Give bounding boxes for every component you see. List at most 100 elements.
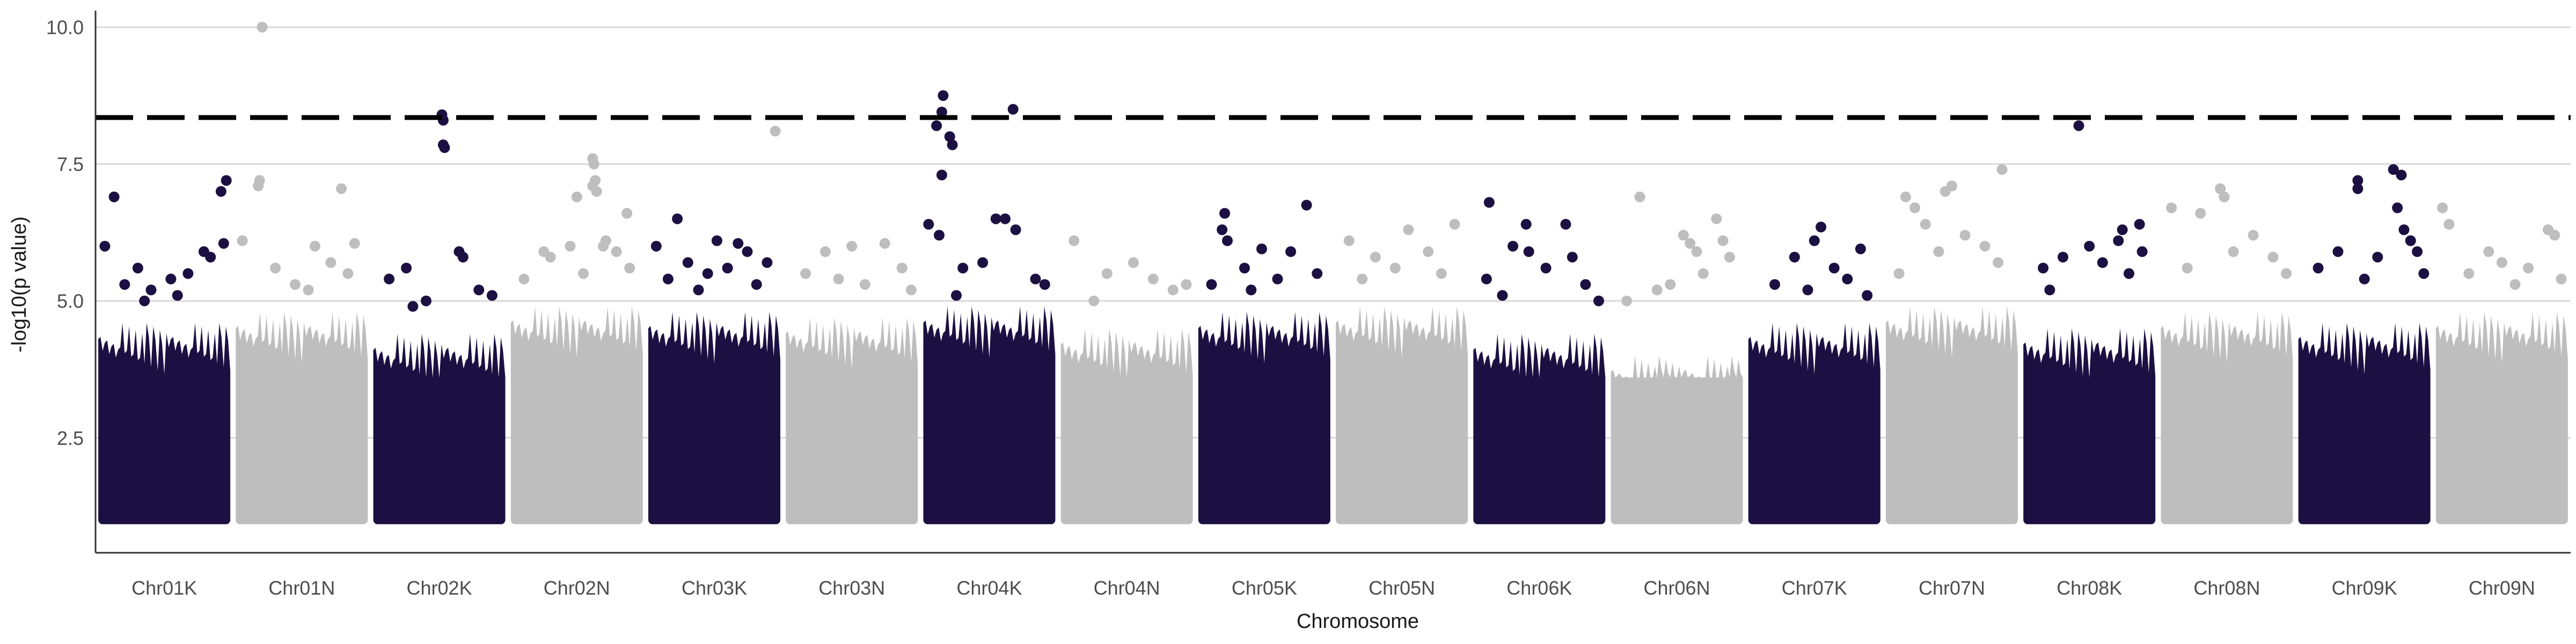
point-Chr03N-7 xyxy=(833,273,844,284)
point-Chr06N-4 xyxy=(1691,246,1702,257)
band-base-Chr03K xyxy=(648,515,780,524)
point-Chr06N-7 xyxy=(1651,284,1663,296)
x-tick-label-Chr09N: Chr09N xyxy=(2469,577,2535,599)
point-Chr01N-6 xyxy=(349,238,360,249)
point-Chr03K-1 xyxy=(711,235,722,246)
band-Chr02N xyxy=(510,306,643,520)
point-Chr07K-2 xyxy=(1855,243,1866,254)
x-tick-label-Chr02N: Chr02N xyxy=(544,577,610,599)
point-Chr07N-4 xyxy=(1909,202,1921,214)
point-Chr05N-2 xyxy=(1343,235,1355,246)
point-Chr05K-8 xyxy=(1206,279,1217,290)
point-Chr02K-11 xyxy=(407,301,419,312)
point-Chr08N-7 xyxy=(2182,262,2193,274)
point-Chr01K-13 xyxy=(139,295,150,306)
point-Chr07N-7 xyxy=(1979,240,1990,252)
point-Chr06K-6 xyxy=(1481,273,1492,284)
point-Chr03N-1 xyxy=(846,240,858,252)
point-Chr06K-0 xyxy=(1483,197,1495,208)
point-Chr07N-0 xyxy=(1996,164,2008,175)
point-Chr09N-5 xyxy=(2496,257,2507,268)
point-Chr01N-3 xyxy=(336,183,347,194)
point-Chr07K-4 xyxy=(1828,262,1840,274)
point-Chr09N-7 xyxy=(2463,268,2475,279)
point-Chr07K-5 xyxy=(1769,279,1780,290)
point-Chr02K-3 xyxy=(439,142,450,153)
point-Chr02N-15 xyxy=(578,268,589,279)
axes xyxy=(94,11,2571,554)
x-tick-label-Chr01N: Chr01N xyxy=(268,577,335,599)
point-Chr07N-10 xyxy=(1893,268,1905,279)
point-Chr08N-5 xyxy=(2228,246,2239,257)
point-Chr05K-5 xyxy=(1285,246,1297,257)
point-Chr04N-5 xyxy=(1088,295,1100,306)
point-Chr03K-4 xyxy=(650,240,662,252)
point-Chr02K-9 xyxy=(421,295,431,306)
point-Chr06N-3 xyxy=(1685,238,1696,249)
point-Chr03K-10 xyxy=(662,273,674,284)
point-Chr01N-2 xyxy=(253,180,264,192)
point-Chr05N-0 xyxy=(1403,224,1414,236)
point-Chr09K-8 xyxy=(2372,252,2383,263)
point-Chr06K-10 xyxy=(1593,295,1604,306)
point-Chr09N-8 xyxy=(2509,279,2521,290)
point-Chr06K-1 xyxy=(1520,218,1532,230)
point-Chr07K-3 xyxy=(1789,252,1800,263)
band-Chr02K xyxy=(373,333,506,520)
point-Chr05N-7 xyxy=(1357,273,1368,284)
point-Chr01K-7 xyxy=(218,238,229,249)
point-Chr08K-10 xyxy=(2124,268,2134,279)
point-Chr04N-0 xyxy=(1069,235,1080,246)
point-Chr01K-2 xyxy=(221,175,232,186)
point-Chr02N-12 xyxy=(611,246,622,257)
band-Chr05K xyxy=(1198,312,1330,520)
point-Chr05K-6 xyxy=(1239,262,1250,274)
point-Chr01N-7 xyxy=(270,262,281,274)
band-Chr08N xyxy=(2161,312,2293,520)
point-Chr06K-3 xyxy=(1507,240,1519,252)
point-Chr06N-10 xyxy=(1621,295,1633,306)
point-Chr04N-3 xyxy=(1147,273,1159,284)
point-Chr05K-1 xyxy=(1301,200,1312,211)
y-tick-label-1: 5.0 xyxy=(57,290,84,312)
point-Chr09N-3 xyxy=(2549,230,2560,241)
point-Chr08K-7 xyxy=(2038,262,2049,274)
point-Chr04K-10 xyxy=(1000,213,1011,224)
point-Chr04K-9 xyxy=(990,213,1001,224)
point-Chr09K-0 xyxy=(2352,175,2363,186)
band-base-Chr04N xyxy=(1060,515,1193,524)
point-Chr02N-10 xyxy=(545,252,556,263)
y-tick-labels: 2.5 5.0 7.5 10.0 xyxy=(46,17,84,449)
point-Chr06N-9 xyxy=(1665,279,1676,290)
point-Chr04K-7 xyxy=(923,218,934,230)
point-Chr07K-1 xyxy=(1809,235,1820,246)
band-Chr05N xyxy=(1336,306,1468,520)
point-Chr05K-4 xyxy=(1256,243,1267,254)
x-tick-label-Chr03K: Chr03K xyxy=(682,577,747,599)
point-Chr09K-12 xyxy=(2418,268,2429,279)
x-tick-label-Chr07K: Chr07K xyxy=(1782,577,1847,599)
point-Chr04K-5 xyxy=(947,139,958,150)
band-Chr07K xyxy=(1748,323,1880,520)
point-Chr08N-3 xyxy=(2195,208,2206,219)
point-Chr02N-6 xyxy=(621,208,633,219)
point-Chr03K-6 xyxy=(762,257,773,268)
chromosome-bands xyxy=(98,306,2568,524)
band-base-Chr09N xyxy=(2435,515,2568,524)
y-axis-title: -log10(p value) xyxy=(8,216,31,352)
point-Chr08N-6 xyxy=(2267,252,2279,263)
band-Chr08K xyxy=(2023,328,2156,520)
point-Chr09K-1 xyxy=(2352,183,2363,194)
point-Chr07N-5 xyxy=(1920,218,1931,230)
point-Chr01N-4 xyxy=(237,235,248,246)
point-Chr07N-8 xyxy=(1933,246,1944,257)
point-Chr01N-0 xyxy=(257,21,268,33)
y-tick-label-0: 2.5 xyxy=(57,427,84,449)
point-Chr02N-5 xyxy=(571,191,582,202)
point-Chr08K-9 xyxy=(2044,284,2055,296)
band-Chr06N xyxy=(1611,350,1743,520)
band-base-Chr02N xyxy=(510,515,643,524)
point-Chr07K-7 xyxy=(1802,284,1813,296)
data-points xyxy=(99,21,2567,312)
point-Chr04K-4 xyxy=(944,131,955,142)
